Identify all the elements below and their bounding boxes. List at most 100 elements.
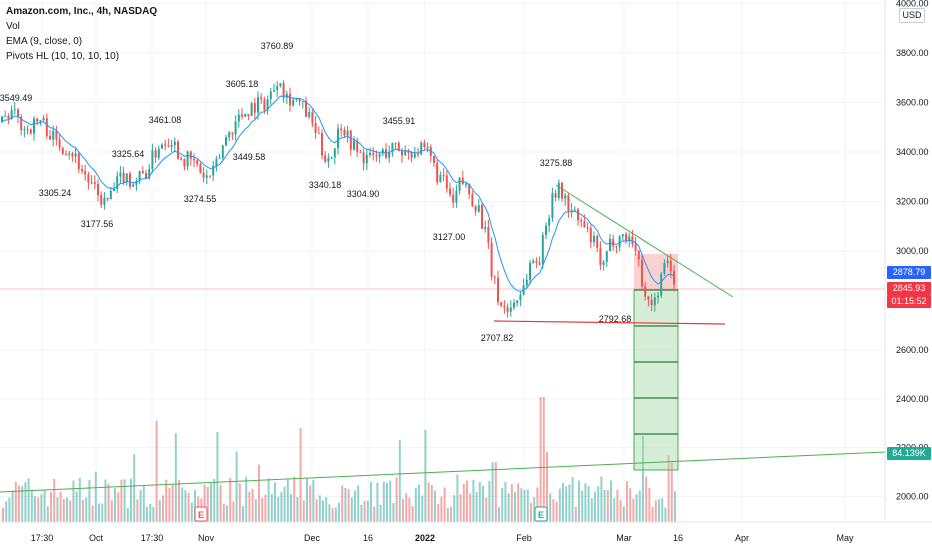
volume-bar xyxy=(88,479,91,522)
currency-button[interactable]: USD xyxy=(899,8,925,23)
time-tick-label: Apr xyxy=(735,533,749,543)
volume-bar xyxy=(318,495,321,522)
volume-bar xyxy=(123,479,126,522)
pivot-low-label: 3177.56 xyxy=(81,219,114,229)
candle-body xyxy=(516,300,519,303)
candle-body xyxy=(170,145,173,147)
candle-body xyxy=(100,194,103,205)
indicator-ema[interactable]: EMA (9, close, 0) xyxy=(6,36,83,47)
candle-body xyxy=(372,152,375,156)
volume-bar xyxy=(494,462,497,522)
candle-body xyxy=(580,220,583,222)
candle-body xyxy=(529,262,531,280)
volume-bar xyxy=(312,480,315,522)
candle-body xyxy=(260,97,263,100)
volume-bar xyxy=(40,494,43,522)
volume-bar xyxy=(430,484,433,522)
volume-bar xyxy=(568,484,571,522)
candle-body xyxy=(458,177,461,191)
candle-body xyxy=(509,307,512,312)
candle-body xyxy=(87,174,90,183)
candle-body xyxy=(609,238,611,252)
volume-bar xyxy=(638,490,641,522)
pivot-low-label: 3340.18 xyxy=(309,180,342,190)
volume-bar xyxy=(664,507,667,522)
target-zone-box xyxy=(634,290,678,470)
candle-body xyxy=(477,205,480,212)
candle-body xyxy=(141,171,144,173)
volume-bar xyxy=(418,484,420,522)
symbol-title[interactable]: Amazon.com, Inc., 4h, NASDAQ xyxy=(6,6,158,17)
support-line xyxy=(493,320,726,325)
time-tick-label: Dec xyxy=(304,533,321,543)
candle-body xyxy=(13,109,16,111)
candle-body xyxy=(148,168,151,179)
volume-bar xyxy=(542,397,545,522)
volume-bar xyxy=(309,485,312,522)
indicator-volume[interactable]: Vol xyxy=(6,21,20,32)
candle-body xyxy=(36,118,39,122)
candle-body xyxy=(289,93,291,106)
volume-bar xyxy=(562,482,564,522)
volume-bar xyxy=(600,476,603,522)
candle-body xyxy=(612,238,615,247)
candle-body xyxy=(628,236,631,242)
candle-body xyxy=(298,98,301,102)
candle-body xyxy=(218,157,221,159)
time-axis[interactable]: 17:30 Oct 17:30 Nov Dec 16 2022 Feb Mar 16 Apr May xyxy=(0,521,932,543)
candle-body xyxy=(532,260,535,263)
candle-body xyxy=(433,155,435,163)
candle-body xyxy=(653,297,656,306)
candle-body xyxy=(423,142,426,148)
candle-body xyxy=(186,151,189,167)
volume-bar xyxy=(242,506,244,522)
volume-bar xyxy=(536,487,539,522)
volume-bar xyxy=(395,477,398,522)
candle-body xyxy=(49,135,51,140)
candle-body xyxy=(535,260,538,263)
volume-bar xyxy=(427,482,430,522)
volume-bar xyxy=(661,498,664,522)
volume-bar xyxy=(91,505,94,522)
candle-body xyxy=(173,141,176,146)
candle-body xyxy=(465,183,467,185)
volume-bar xyxy=(498,507,500,522)
candle-body xyxy=(282,83,285,98)
candle-body xyxy=(583,221,586,228)
earnings-marker-label: E xyxy=(538,510,544,520)
candle-body xyxy=(593,235,595,243)
volume-bar xyxy=(667,455,670,522)
indicator-pivots[interactable]: Pivots HL (10, 10, 10, 10) xyxy=(6,51,120,62)
volume-bar xyxy=(232,501,235,522)
price-axis[interactable]: 4000.00 3800.00 3600.00 3400.00 3200.00 3000.… xyxy=(884,0,929,520)
volume-bar xyxy=(251,488,254,522)
volume-bar xyxy=(421,495,424,522)
time-tick-label: Nov xyxy=(198,533,215,543)
candle-body xyxy=(497,277,499,303)
volume-bar xyxy=(8,497,11,522)
candle-body xyxy=(189,151,192,159)
volume-bar xyxy=(334,507,337,522)
candle-body xyxy=(375,155,378,157)
candle-body xyxy=(641,259,643,287)
candle-body xyxy=(193,158,195,161)
volume-bar xyxy=(43,490,46,522)
volume-bar xyxy=(50,491,52,522)
pivot-high-label: 3325.64 xyxy=(112,149,145,159)
candle-body xyxy=(157,148,160,158)
price-tick-label: 3400.00 xyxy=(896,147,929,157)
time-tick-label: 2022 xyxy=(415,533,435,543)
last-price-tag-blue: 2878.79 xyxy=(887,266,931,279)
volume-bar xyxy=(341,485,344,522)
earnings-marker-label: E xyxy=(198,510,204,520)
candle-body xyxy=(365,154,368,164)
volume-bar xyxy=(264,494,267,522)
volume-bar xyxy=(302,500,305,522)
candle-body xyxy=(167,145,170,147)
volume-bar xyxy=(46,506,49,522)
candle-body xyxy=(199,164,202,173)
candle-body xyxy=(45,118,48,136)
volume-bar xyxy=(331,507,334,522)
